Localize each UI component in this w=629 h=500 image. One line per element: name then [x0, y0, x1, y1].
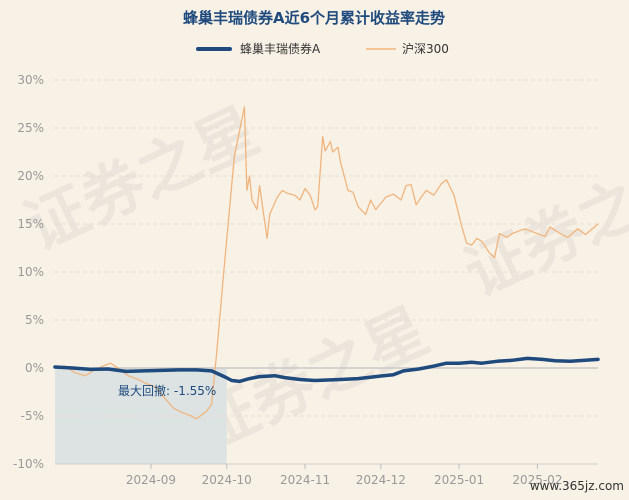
- legend-label-fund: 蜂巢丰瑞债券A: [240, 41, 321, 56]
- site-watermark: www.365jz.com: [530, 479, 624, 493]
- x-tick-label: 2024-12: [356, 473, 406, 487]
- max-drawdown-label: 最大回撤: -1.55%: [118, 383, 216, 398]
- x-tick-label: 2024-10: [202, 473, 252, 487]
- y-tick-label: -5%: [21, 409, 44, 423]
- y-tick-label: -10%: [13, 457, 44, 471]
- x-tick-label: 2024-09: [126, 473, 176, 487]
- y-tick-label: 0%: [25, 361, 44, 375]
- watermark-text-3: 证券之星: [454, 140, 629, 311]
- y-axis: -10% -5% 0% 5% 10% 15% 20% 25% 30%: [13, 73, 44, 471]
- chart-title: 蜂巢丰瑞债券A近6个月累计收益率走势: [183, 9, 445, 27]
- y-tick-label: 30%: [17, 73, 44, 87]
- y-tick-label: 20%: [17, 169, 44, 183]
- x-tick-label: 2025-01: [434, 473, 484, 487]
- x-tick-label: 2024-11: [280, 473, 330, 487]
- legend: 蜂巢丰瑞债券A 沪深300: [196, 41, 449, 56]
- series-line-index: [54, 106, 599, 420]
- y-tick-label: 15%: [17, 217, 44, 231]
- x-axis: 2024-09 2024-10 2024-11 2024-12 2025-01 2025-…: [55, 463, 598, 487]
- y-tick-label: 5%: [25, 313, 44, 327]
- x-tick-label: 2025-02: [512, 473, 562, 487]
- series-line-fund: [53, 356, 600, 384]
- grid: [55, 79, 598, 465]
- legend-label-index: 沪深300: [402, 42, 449, 56]
- series-lines: [53, 106, 600, 420]
- watermark-text-1: 证券之星: [13, 94, 269, 265]
- y-tick-label: 10%: [17, 265, 44, 279]
- y-tick-label: 25%: [17, 121, 44, 135]
